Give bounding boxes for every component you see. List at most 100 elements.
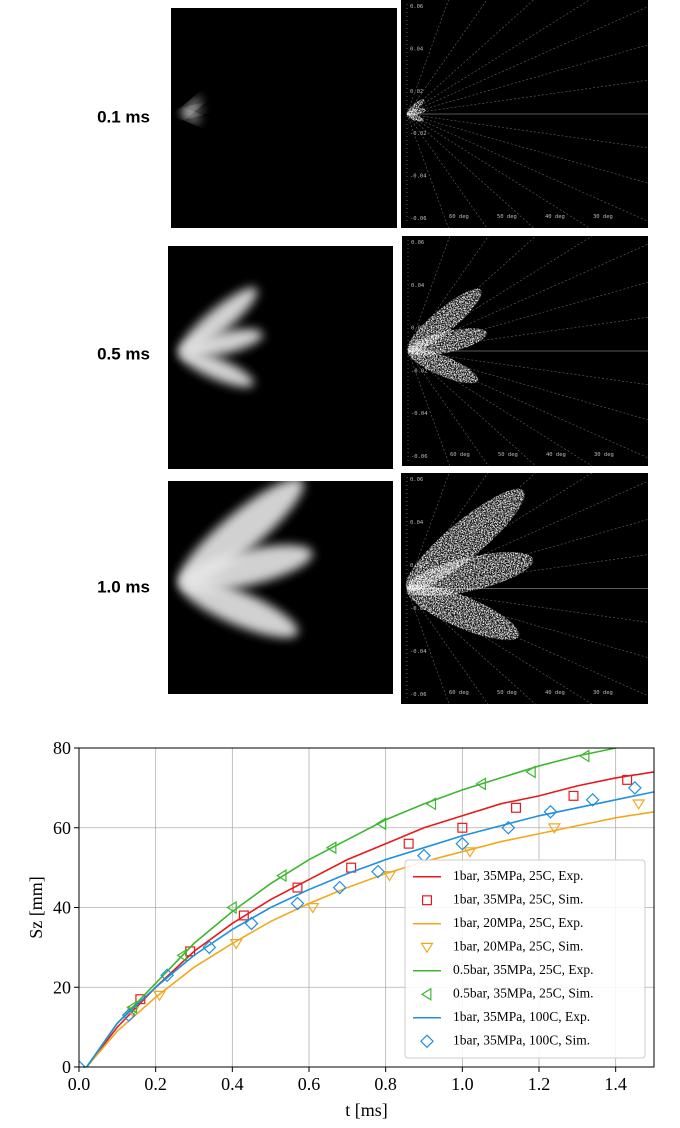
panel-angle-label: 30 deg xyxy=(594,452,614,458)
plume xyxy=(179,329,263,358)
panel-axis-label: 0.04 xyxy=(410,520,424,526)
plot-frame xyxy=(78,747,655,1068)
droplet-cloud xyxy=(406,584,520,641)
marker xyxy=(325,841,337,855)
marker xyxy=(276,869,287,883)
legend-marker xyxy=(420,987,432,1001)
angle-ray xyxy=(406,113,648,222)
panel-axis-label: 0.04 xyxy=(410,46,424,52)
panel-axis-label: 0.06 xyxy=(410,477,423,483)
x-tick-label: 1.0 xyxy=(451,1074,474,1094)
y-tick-label: 80 xyxy=(53,738,71,758)
time-label: 0.1 ms xyxy=(97,107,150,126)
marker xyxy=(121,1008,136,1023)
marker xyxy=(547,823,561,834)
droplet-cloud xyxy=(406,113,424,123)
marker xyxy=(425,797,437,811)
panel-angle-label: 30 deg xyxy=(593,690,613,696)
marker xyxy=(375,817,387,831)
x-tick-label: 1.4 xyxy=(604,1074,627,1094)
marker xyxy=(160,968,175,983)
y-tick-label: 0 xyxy=(62,1057,71,1077)
marker xyxy=(152,990,167,1002)
panel-angle-label: 50 deg xyxy=(497,214,517,220)
marker xyxy=(525,765,536,779)
panel-angle-label: 30 deg xyxy=(593,214,613,220)
panel-axis-label: 0.02 xyxy=(410,89,423,95)
x-axis-label: t [ms] xyxy=(345,1100,388,1120)
angle-ray xyxy=(407,243,648,352)
marker xyxy=(627,780,642,795)
marker xyxy=(382,871,397,882)
panel-angle-label: 40 deg xyxy=(545,214,565,220)
legend-marker xyxy=(420,942,434,954)
series-line xyxy=(86,811,654,1068)
panel-axis-label: -0.04 xyxy=(411,411,428,417)
panel-axis-label: -0.04 xyxy=(410,174,427,180)
x-tick-label: 0.2 xyxy=(144,1074,167,1094)
panel-axis-label: 0.06 xyxy=(410,4,423,10)
angle-ray xyxy=(406,588,648,697)
droplet-cloud xyxy=(406,552,534,596)
time-label: 0.5 ms xyxy=(97,344,150,363)
panel-axis-label: -0.06 xyxy=(411,454,428,460)
legend-label: 1bar, 35MPa, 25C, Exp. xyxy=(453,868,583,883)
y-tick-label: 40 xyxy=(53,898,71,918)
marker xyxy=(135,994,146,1005)
angle-ray xyxy=(407,236,593,352)
x-tick-label: 0.4 xyxy=(221,1074,244,1094)
scatter-panel: 0.06 0.04 0.02 -0.02 -0.04 -0.06 60 deg 50 deg 4… xyxy=(401,473,648,704)
marker xyxy=(176,948,187,962)
droplet-cloud xyxy=(407,348,479,384)
scatter-panel: 0.06 0.04 0.02 -0.02 -0.04 -0.06 60 deg 50 deg 4… xyxy=(402,236,648,466)
x-tick-label: 0.6 xyxy=(298,1074,321,1094)
angle-ray xyxy=(407,350,648,459)
marker xyxy=(244,916,259,931)
x-tick-label: 0.8 xyxy=(374,1074,397,1094)
marker xyxy=(229,938,243,950)
series-line xyxy=(86,771,654,1068)
angle-ray xyxy=(406,113,648,184)
marker xyxy=(475,777,486,791)
marker xyxy=(632,799,646,810)
marker xyxy=(463,847,477,858)
marker xyxy=(403,838,414,849)
legend-label: 1bar, 35MPa, 100C, Exp. xyxy=(453,1009,590,1024)
marker xyxy=(306,903,320,914)
y-axis-label: Sz [mm] xyxy=(26,876,46,939)
panel-axis-label: -0.04 xyxy=(410,649,427,655)
spray-image xyxy=(168,481,393,694)
panel-axis-label: 0.02 xyxy=(410,563,423,569)
angle-ray xyxy=(406,44,648,115)
angle-ray xyxy=(407,281,648,352)
panel-axis-label: -0.06 xyxy=(410,216,427,222)
plot-area xyxy=(79,747,654,1068)
panel-angle-label: 40 deg xyxy=(546,452,566,458)
legend-label: 1bar, 35MPa, 25C, Sim. xyxy=(453,891,583,906)
panel-angle-label: 60 deg xyxy=(450,452,470,458)
angle-ray xyxy=(407,350,648,386)
legend-label: 0.5bar, 35MPa, 25C, Sim. xyxy=(453,985,593,1000)
time-label: 1.0 ms xyxy=(97,577,150,596)
angle-ray xyxy=(406,79,648,115)
marker xyxy=(543,804,558,819)
legend-label: 0.5bar, 35MPa, 25C, Exp. xyxy=(453,962,593,977)
angle-ray xyxy=(406,113,591,228)
angle-ray xyxy=(406,588,648,658)
legend-label: 1bar, 35MPa, 100C, Sim. xyxy=(453,1032,590,1047)
panel-axis-label: 0.02 xyxy=(411,326,424,332)
panel-axis-label: -0.02 xyxy=(410,606,427,612)
plume xyxy=(182,112,201,123)
panel-axis-label: -0.02 xyxy=(410,131,427,137)
angle-ray xyxy=(406,588,648,623)
angle-ray xyxy=(407,350,593,466)
marker xyxy=(371,864,385,879)
marker xyxy=(332,880,347,895)
x-tick-label: 1.2 xyxy=(528,1074,551,1094)
angle-ray xyxy=(406,6,648,115)
marker xyxy=(79,1060,86,1068)
spray-image xyxy=(168,246,393,469)
panel-angle-label: 40 deg xyxy=(545,690,565,696)
